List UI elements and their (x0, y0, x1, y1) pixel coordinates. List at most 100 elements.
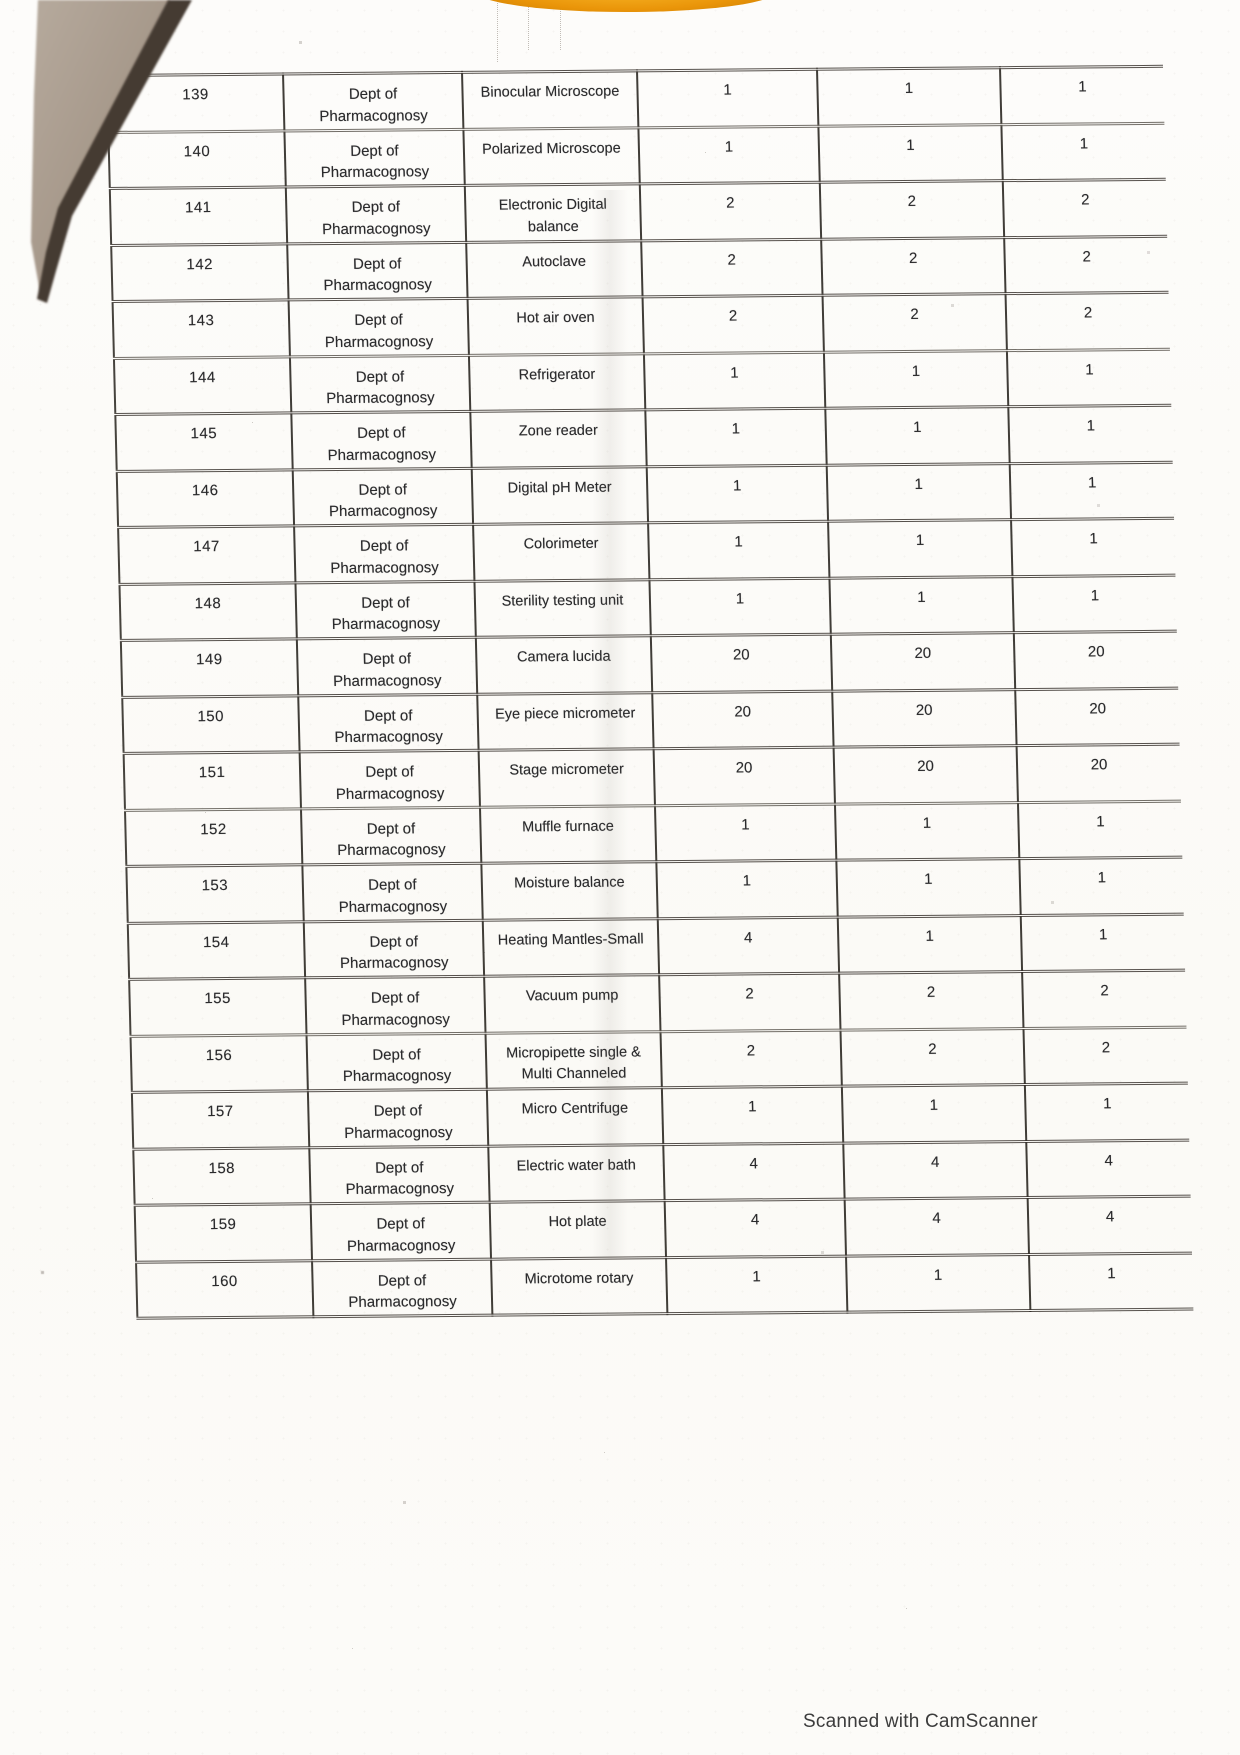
department-cell: Dept of Pharmacognosy (309, 1145, 490, 1204)
serial-number-cell: 145 (115, 412, 293, 471)
qty-cell-1: 1 (666, 1255, 848, 1314)
qty-cell-2: 2 (821, 237, 1006, 296)
table-row: 140 Dept of Pharmacognosy Polarized Micr… (108, 122, 1166, 189)
qty-cell-1: 1 (638, 125, 820, 184)
qty-cell-2: 1 (829, 576, 1014, 635)
equipment-name-text: Micropipette single & Multi Channeled (506, 1043, 641, 1083)
serial-number-cell: 157 (131, 1090, 310, 1149)
qty-cell-3: 2 (1080, 191, 1090, 209)
qty-cell-2: 2 (819, 180, 1005, 239)
qty-cell-1: 1 (645, 408, 827, 467)
qty-cell-2: 2 (822, 293, 1007, 352)
department-text: Dept of Pharmacognosy (345, 1158, 455, 1199)
qty-cell-3: 1 (1097, 869, 1107, 887)
equipment-name-text: Electric water bath (516, 1156, 637, 1174)
qty-cell-1: 1 (656, 860, 838, 919)
qty-cell-2: 1 (841, 1084, 1027, 1143)
department-text: Dept of Pharmacognosy (337, 819, 446, 860)
serial-number-cell: 158 (133, 1147, 311, 1206)
department-cell: Dept of Pharmacognosy (289, 354, 471, 413)
qty-cell-3: 1 (1089, 530, 1098, 548)
qty-cell-3: 1 (1090, 586, 1100, 604)
table-row: 159 Dept of Pharmacognosy Hot plate 4 4 … (134, 1196, 1192, 1262)
department-cell: Dept of Pharmacognosy (292, 467, 474, 526)
paper-crease (497, 0, 498, 62)
table-row: 148 Dept of Pharmacognosy Sterility test… (119, 574, 1177, 641)
serial-number-cell: 147 (118, 525, 296, 584)
equipment-name-cell: Stage micrometer (478, 748, 655, 807)
qty-cell-2: 2 (840, 1028, 1025, 1087)
serial-number-cell: 146 (116, 469, 295, 528)
qty-cell-3: 1 (1087, 473, 1097, 491)
qty-cell-1: 1 (643, 351, 826, 410)
department-cell: Dept of Pharmacognosy (303, 919, 485, 978)
qty-cell-2: 1 (837, 915, 1023, 974)
equipment-name-cell: Microtome rotary (491, 1257, 668, 1316)
department-cell: Dept of Pharmacognosy (284, 128, 465, 187)
qty-cell-2: 1 (817, 67, 1002, 126)
department-text: Dept of Pharmacognosy (320, 141, 430, 182)
equipment-name-cell: Hot plate (489, 1200, 667, 1259)
department-text: Dept of Pharmacognosy (335, 763, 445, 803)
department-text: Dept of Pharmacognosy (328, 480, 438, 521)
serial-number-cell: 150 (122, 695, 300, 754)
qty-cell-3: 20 (1090, 756, 1108, 774)
table-row: 156 Dept of Pharmacognosy Micropipette s… (130, 1026, 1188, 1093)
qty-cell-2: 2 (839, 971, 1024, 1030)
department-text: Dept of Pharmacognosy (330, 537, 440, 577)
table-row: 139 Dept of Pharmacognosy Binocular Micr… (107, 66, 1165, 132)
department-text: Dept of Pharmacognosy (332, 650, 442, 690)
table-row: 142 Dept of Pharmacognosy Autoclave 2 2 … (111, 235, 1169, 302)
department-text: Dept of Pharmacognosy (323, 254, 433, 295)
qty-cell-3: 1 (1078, 78, 1087, 96)
department-cell: Dept of Pharmacognosy (298, 693, 479, 752)
department-cell: Dept of Pharmacognosy (287, 241, 468, 300)
table-row: 158 Dept of Pharmacognosy Electric water… (133, 1139, 1191, 1206)
department-cell: Dept of Pharmacognosy (283, 72, 464, 131)
department-cell: Dept of Pharmacognosy (299, 750, 480, 809)
department-text: Dept of Pharmacognosy (346, 1215, 456, 1255)
qty-cell-2: 1 (846, 1253, 1031, 1313)
qty-cell-3: 1 (1086, 417, 1096, 435)
qty-cell-1: 1 (637, 69, 819, 128)
qty-cell-2: 1 (825, 406, 1010, 465)
serial-number-cell: 152 (124, 808, 303, 867)
qty-cell-1: 2 (641, 238, 823, 297)
department-text: Dept of Pharmacognosy (344, 1102, 453, 1142)
department-cell: Dept of Pharmacognosy (295, 580, 476, 639)
department-cell: Dept of Pharmacognosy (307, 1089, 489, 1148)
qty-cell-1: 4 (657, 916, 840, 975)
serial-number-cell: 160 (136, 1260, 314, 1319)
department-cell: Dept of Pharmacognosy (305, 976, 486, 1035)
serial-number-cell: 159 (134, 1203, 313, 1262)
corner-dark-edge (37, 0, 192, 303)
equipment-name-cell: Micropipette single & Multi Channeled (485, 1031, 662, 1090)
orange-sticker (474, 0, 778, 12)
department-cell: Dept of Pharmacognosy (288, 298, 469, 357)
table-row: 155 Dept of Pharmacognosy Vacuum pump 2 … (129, 970, 1187, 1036)
qty-cell-1: 20 (650, 634, 833, 693)
equipment-table: 139 Dept of Pharmacognosy Binocular Micr… (106, 65, 1194, 1320)
department-text: Dept of Pharmacognosy (342, 1045, 452, 1086)
qty-cell-2: 1 (836, 858, 1021, 917)
table-row: 153 Dept of Pharmacognosy Moisture balan… (126, 857, 1184, 923)
qty-cell-3: 1 (1096, 812, 1105, 830)
paper-crease (560, 6, 561, 50)
serial-number-cell: 148 (119, 582, 297, 641)
qty-cell-3: 2 (1100, 982, 1109, 1000)
table-row: 149 Dept of Pharmacognosy Camera lucida … (120, 631, 1179, 697)
table-row: 150 Dept of Pharmacognosy Eye piece micr… (122, 687, 1180, 754)
department-text: Dept of Pharmacognosy (341, 989, 451, 1029)
qty-cell-2: 20 (833, 745, 1018, 804)
serial-number-cell: 153 (126, 864, 304, 923)
serial-number-cell: 144 (113, 356, 292, 415)
equipment-name-text: Binocular Microscope (480, 83, 620, 101)
qty-cell-3: 2 (1083, 304, 1093, 322)
equipment-name-cell: Vacuum pump (484, 974, 661, 1033)
department-cell: Dept of Pharmacognosy (285, 185, 467, 244)
qty-cell-1: 2 (659, 973, 841, 1032)
department-cell: Dept of Pharmacognosy (300, 806, 482, 865)
qty-cell-2: 1 (826, 463, 1012, 522)
qty-cell-3: 1 (1098, 925, 1108, 943)
equipment-name-cell: Moisture balance (481, 861, 658, 920)
